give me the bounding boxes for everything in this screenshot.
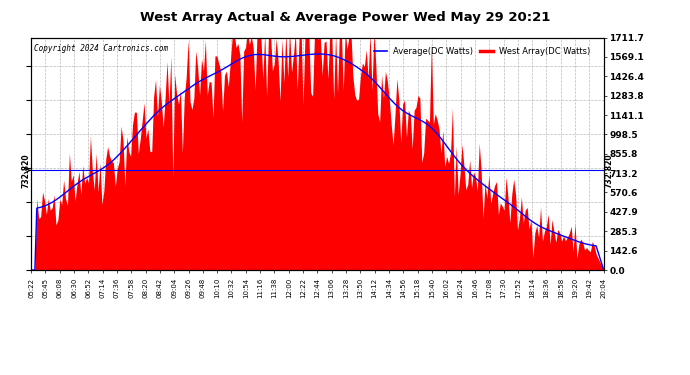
Text: West Array Actual & Average Power Wed May 29 20:21: West Array Actual & Average Power Wed Ma… — [140, 11, 550, 24]
Text: 732.820: 732.820 — [604, 153, 613, 188]
Legend: Average(DC Watts), West Array(DC Watts): Average(DC Watts), West Array(DC Watts) — [371, 44, 594, 60]
Text: Copyright 2024 Cartronics.com: Copyright 2024 Cartronics.com — [34, 45, 168, 54]
Text: 732.820: 732.820 — [21, 153, 30, 188]
